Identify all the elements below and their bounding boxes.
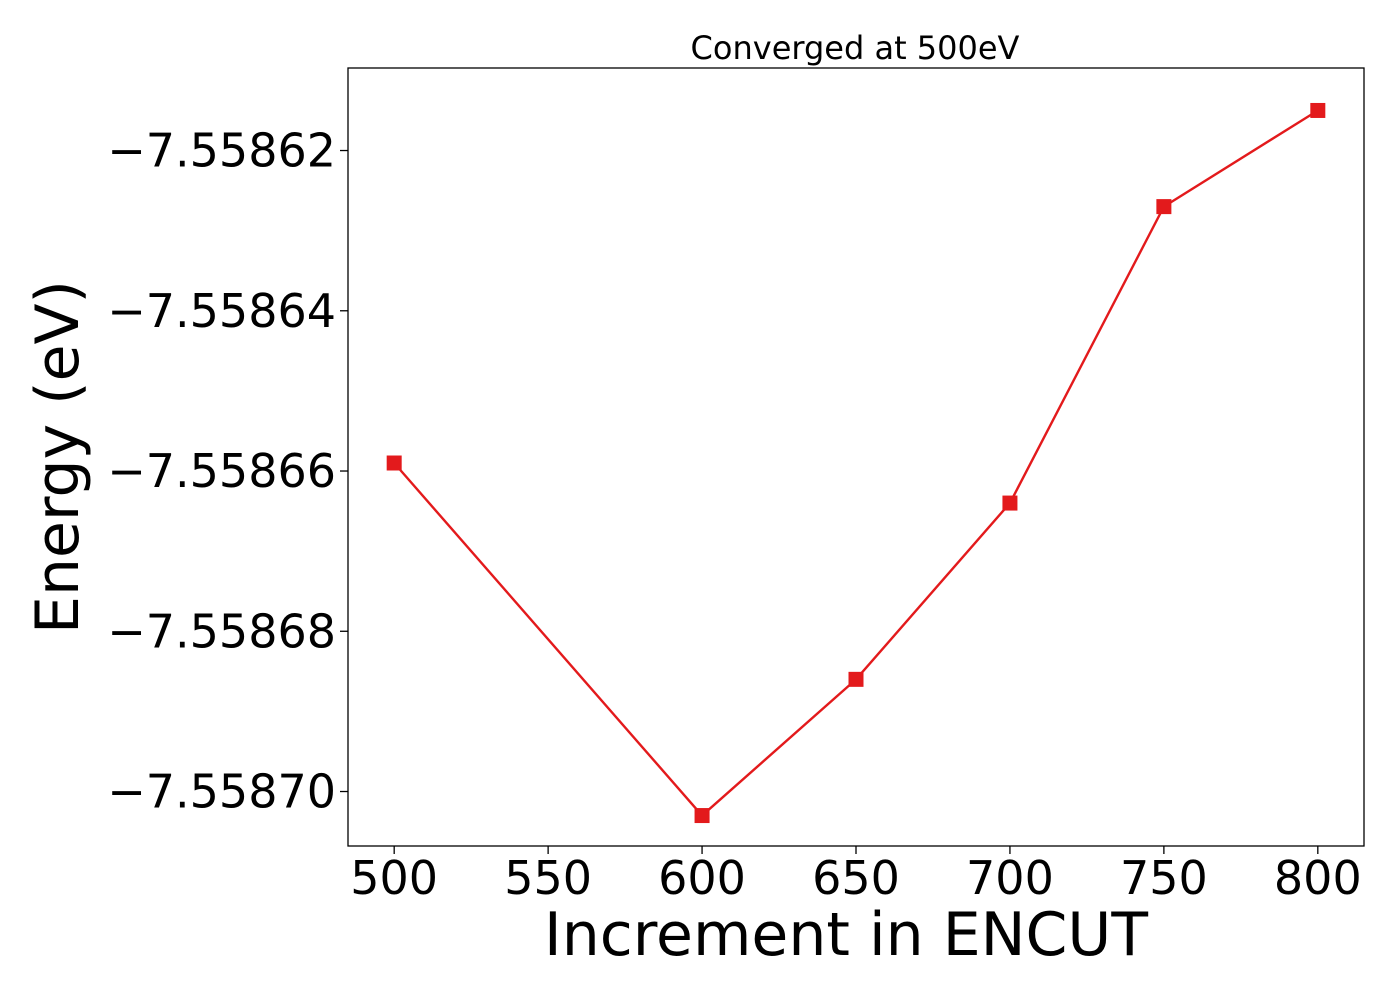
y-tick-label: −7.55862: [107, 124, 336, 178]
plot-frame: [347, 67, 1365, 847]
y-tick-label: −7.55868: [107, 604, 336, 658]
x-axis-label: Increment in ENCUT: [544, 900, 1148, 970]
series-line: [393, 109, 1319, 817]
data-point-marker: [1156, 199, 1172, 215]
x-tick-label: 550: [504, 851, 592, 905]
y-tick-label: −7.55864: [107, 284, 336, 338]
x-axis-ticks: 500 550 600 650 700 750 800: [350, 846, 1362, 905]
x-tick-label: 700: [966, 851, 1054, 905]
y-tick-label: −7.55866: [107, 444, 336, 498]
x-tick-label: 800: [1274, 851, 1362, 905]
x-tick-label: 650: [812, 851, 900, 905]
data-point-marker: [386, 455, 402, 471]
data-point-marker: [694, 808, 710, 824]
x-tick-label: 750: [1120, 851, 1208, 905]
chart-title: Converged at 500eV: [691, 29, 1020, 67]
data-point-marker: [848, 671, 864, 687]
data-point-marker: [1310, 102, 1326, 118]
y-axis-label: Energy (eV): [23, 280, 93, 634]
x-tick-label: 500: [350, 851, 438, 905]
x-tick-label: 600: [658, 851, 746, 905]
y-axis-ticks: −7.55870 −7.55868 −7.55866 −7.55864 −7.55862: [107, 124, 348, 819]
series-group: [386, 102, 1326, 824]
data-point-marker: [1002, 495, 1018, 511]
y-tick-label: −7.55870: [107, 765, 336, 819]
